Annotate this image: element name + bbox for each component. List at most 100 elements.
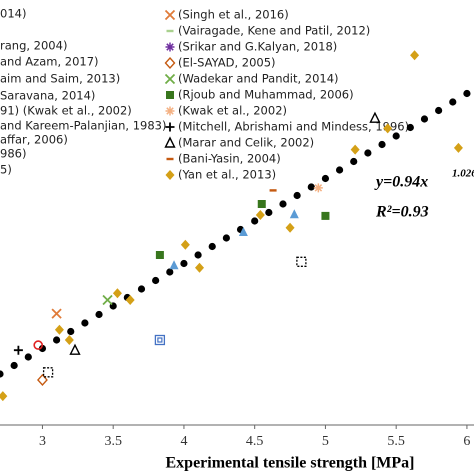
legend-marker (164, 73, 176, 85)
marker-part (449, 98, 457, 106)
point (24, 353, 32, 361)
point (321, 211, 330, 220)
point (194, 251, 202, 259)
legend-label: (Marar and Celik, 2002) (178, 136, 314, 150)
marker-part (453, 142, 463, 153)
marker-part (180, 259, 188, 268)
marker-part (255, 210, 265, 221)
legend-label: 986) (0, 147, 26, 161)
fit-equation: y=0.94x (374, 174, 428, 191)
point (154, 334, 166, 346)
x-tick-label: 3.5 (104, 434, 122, 449)
point (369, 111, 381, 123)
marker-part (165, 170, 175, 180)
x-tick-label: 5.5 (387, 434, 405, 449)
point (293, 191, 301, 200)
point (269, 189, 277, 192)
point (0, 370, 4, 378)
marker-part (194, 251, 202, 259)
marker-part (279, 200, 287, 208)
point (285, 222, 295, 233)
legend-marker (164, 136, 176, 148)
marker-part (67, 327, 75, 336)
point (37, 373, 48, 386)
point (54, 324, 64, 335)
marker-part (166, 29, 174, 33)
point (406, 123, 414, 132)
legend-label: (Singh et al., 2016) (178, 8, 289, 22)
marker-part (0, 370, 4, 378)
point (449, 98, 457, 106)
legend-label: and Kareem-Palanjian, 1983) (0, 119, 166, 133)
marker-part (195, 262, 205, 273)
marker-part (350, 144, 360, 155)
marker-part (463, 89, 471, 98)
point (13, 345, 23, 355)
legend-label: (Mitchell, Abrishami and Mindess, 1996) (178, 120, 409, 134)
legend-label: rang, 2004) (0, 39, 67, 53)
marker-part (10, 361, 18, 370)
marker-part (364, 149, 372, 157)
point (435, 106, 443, 115)
marker-part (152, 276, 160, 285)
marker-part (238, 227, 248, 237)
legend-label: (El-SAYAD, 2005) (178, 56, 276, 70)
point (33, 340, 44, 350)
marker-part (265, 208, 273, 217)
marker-part (251, 217, 259, 225)
marker-part (410, 50, 420, 61)
point (152, 276, 160, 285)
marker-part (435, 106, 443, 115)
point (69, 343, 81, 355)
marker-part (293, 191, 301, 200)
point (378, 140, 386, 149)
point (195, 262, 205, 273)
point (321, 174, 330, 183)
point (112, 288, 122, 299)
legend-label: (Kwak et al., 2002) (178, 104, 287, 118)
point (279, 200, 287, 208)
marker-part (166, 268, 174, 276)
point (257, 200, 266, 208)
x-tick-label: 4.5 (246, 434, 264, 449)
marker-part (38, 344, 47, 353)
point (166, 268, 174, 276)
point (255, 210, 265, 221)
legend-marker (164, 56, 176, 70)
legend-label: 91) (Kwak et al., 2002) (0, 104, 132, 118)
marker-part (164, 56, 176, 70)
point (335, 166, 344, 174)
point (350, 144, 360, 155)
marker-part (164, 73, 176, 85)
x-tick-label: 5 (322, 434, 329, 449)
legend-label: (Rjoub and Muhammad, 2006) (178, 88, 354, 102)
marker-part (383, 123, 393, 134)
marker-part (54, 324, 64, 335)
legend-label: 014) (0, 7, 26, 21)
point (81, 319, 89, 327)
point (102, 294, 113, 306)
marker-part (164, 9, 176, 21)
x-axis-label: Experimental tensile strength [MPa] (166, 455, 415, 472)
point (52, 336, 61, 344)
marker-part (169, 260, 179, 270)
legend-marker (166, 29, 174, 33)
marker-part (102, 294, 113, 306)
point (67, 327, 75, 336)
legend-label: affar, 2006) (0, 133, 68, 147)
point (392, 132, 400, 140)
marker-part (112, 288, 122, 299)
point (265, 208, 273, 217)
legend-label: Saravana, 2014) (0, 89, 95, 103)
point (383, 123, 393, 134)
marker-part (406, 123, 414, 132)
marker-part (166, 157, 174, 161)
legend-label: (Yan et al., 2013) (178, 168, 276, 182)
point (155, 251, 164, 259)
marker-part (208, 242, 216, 251)
marker-part (321, 211, 330, 220)
marker-part (165, 42, 175, 52)
marker-part (24, 353, 32, 361)
marker-part (51, 308, 62, 319)
